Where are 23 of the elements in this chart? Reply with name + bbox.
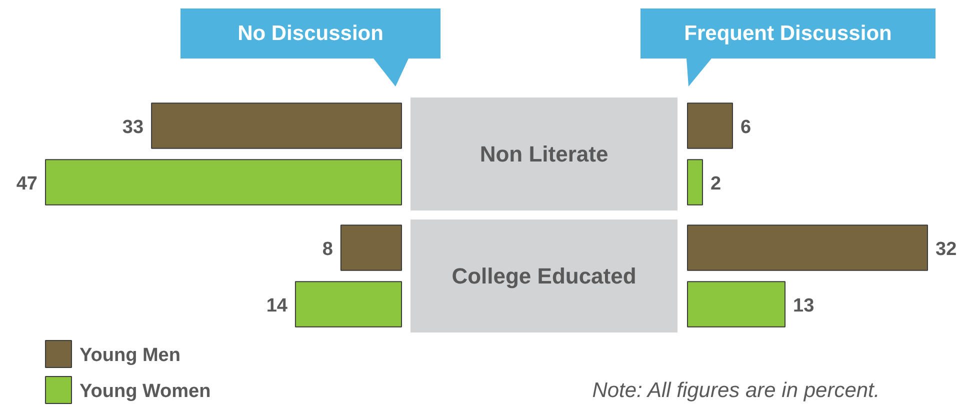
data-label: 33 [122,116,144,138]
data-label: 8 [322,238,333,260]
bar [687,281,786,328]
chart-title: Frequent Discussion [684,22,892,45]
bar [45,159,402,206]
data-label: 14 [266,295,288,316]
data-label: 2 [710,173,722,194]
chart-title: No Discussion [238,22,384,45]
y-tick-label: College Educated [452,264,636,288]
bar [294,281,402,328]
bar [340,224,402,271]
data-label: 47 [16,173,38,194]
data-label: 13 [793,295,814,316]
bar [151,102,402,149]
bar [687,224,928,271]
legend-label: Young Men [80,345,180,366]
legend-label: Young Women [80,381,211,402]
bar [687,159,703,206]
data-label: 6 [740,116,752,138]
y-tick-label: Non Literate [480,142,608,166]
data-label: 32 [936,238,957,260]
bar [687,102,733,149]
text: Note: All figures are in percent. [592,379,880,402]
